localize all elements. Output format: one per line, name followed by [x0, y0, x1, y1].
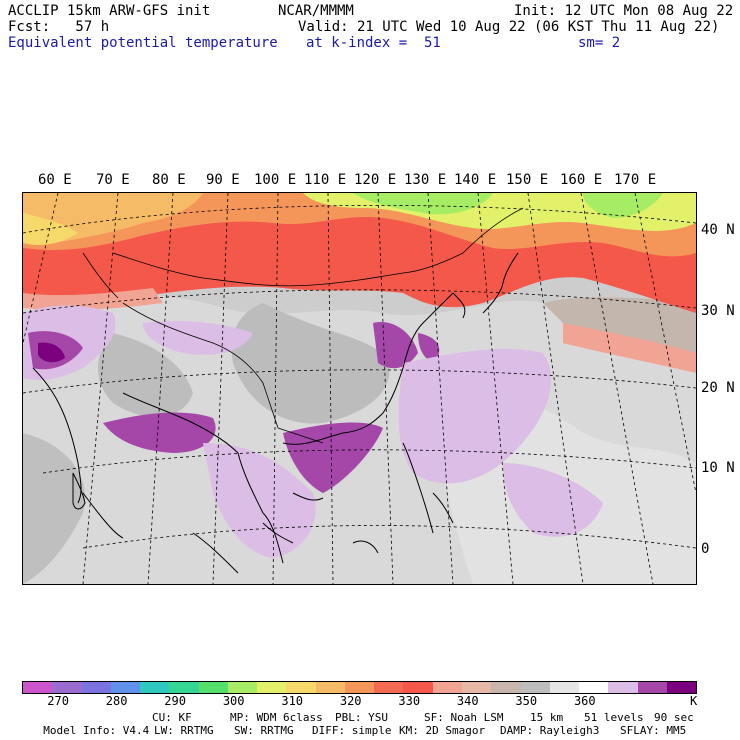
- colorbar-swatch: [140, 682, 170, 693]
- colorbar-swatch: [403, 682, 433, 693]
- colorbar-tick-label: 310: [281, 694, 304, 708]
- level-label: at k-index = 51: [306, 35, 441, 51]
- forecast-hour: Fcst: 57 h: [8, 19, 110, 35]
- model-info-line1: Model Info: V4.4: [30, 711, 149, 737]
- colorbar-swatch: [549, 682, 580, 693]
- longwave-scheme: LW: RRTMG: [154, 724, 214, 737]
- lon-label-140e: 140 E: [454, 172, 497, 188]
- colorbar-swatch: [110, 682, 141, 693]
- model-version: Model Info: V4.4: [43, 724, 150, 737]
- lon-label-90e: 90 E: [206, 172, 240, 188]
- lon-label-130e: 130 E: [404, 172, 447, 188]
- org-label: NCAR/MMMM: [278, 3, 354, 19]
- shortwave-scheme: SW: RRTMG: [234, 724, 294, 737]
- lon-label-160e: 160 E: [560, 172, 603, 188]
- microphysics-scheme: MP: WDM 6class: [230, 711, 323, 724]
- theta-e-map: [23, 193, 696, 584]
- colorbar-unit: K: [690, 694, 698, 708]
- colorbar-swatch: [198, 682, 228, 693]
- colorbar-tick-label: 270: [47, 694, 69, 708]
- colorbar-swatch: [637, 682, 667, 693]
- colorbar-swatch: [315, 682, 345, 693]
- lon-label-60e: 60 E: [38, 172, 72, 188]
- colorbar-swatch: [23, 682, 53, 693]
- colorbar-swatch: [52, 682, 82, 693]
- colorbar-tick-label: 340: [456, 694, 479, 708]
- damping-option: DAMP: Rayleigh3: [500, 724, 600, 737]
- smoothing-label: sm= 2: [578, 35, 621, 51]
- theta-e-warm-band: [23, 193, 696, 373]
- colorbar-swatch: [344, 682, 375, 693]
- colorbar-tick-label: 360: [573, 694, 596, 708]
- lat-label-0: 0: [701, 541, 710, 557]
- model-title: ACCLIP 15km ARW-GFS init: [8, 3, 211, 19]
- colorbar-swatch: [81, 682, 111, 693]
- graticule: [23, 193, 696, 584]
- colorbar-swatch: [257, 682, 287, 693]
- coastlines: [32, 252, 519, 574]
- lat-label-40n: 40 N: [701, 222, 735, 238]
- lon-label-110e: 110 E: [304, 172, 347, 188]
- surface-scheme: SF: Noah LSM: [424, 711, 504, 724]
- lon-label-100e: 100 E: [254, 172, 297, 188]
- lon-label-120e: 120 E: [354, 172, 397, 188]
- colorbar-swatch: [520, 682, 550, 693]
- surface-layer-scheme: SFLAY: MM5: [620, 724, 687, 737]
- colorbar-swatch: [608, 682, 638, 693]
- grid-spacing: 15 km: [530, 711, 564, 724]
- lon-label-170e: 170 E: [614, 172, 657, 188]
- lon-label-80e: 80 E: [152, 172, 186, 188]
- colorbar-tick-label: 330: [398, 694, 421, 708]
- colorbar-tick-label: 290: [164, 694, 186, 708]
- colorbar-swatch: [461, 682, 492, 693]
- vertical-levels: 51 levels: [584, 711, 644, 724]
- colorbar-swatch: [169, 682, 199, 693]
- lat-label-20n: 20 N: [701, 380, 735, 396]
- lat-label-10n: 10 N: [701, 460, 735, 476]
- theta-e-purple-areas: [23, 305, 603, 558]
- colorbar-tick-label: 320: [339, 694, 362, 708]
- cumulus-scheme: CU: KF: [152, 711, 192, 724]
- diffusion-scheme: DIFF: simple: [312, 724, 392, 737]
- lon-label-70e: 70 E: [96, 172, 130, 188]
- colorbar-tick-label: 280: [105, 694, 128, 708]
- init-time: Init: 12 UTC Mon 08 Aug 22: [514, 3, 734, 19]
- colorbar-swatch: [666, 682, 697, 693]
- pbl-scheme: PBL: YSU: [335, 711, 388, 724]
- colorbar-swatch: [491, 682, 521, 693]
- colorbar-swatch: [286, 682, 316, 693]
- colorbar-swatch: [374, 682, 404, 693]
- colorbar-tick-label: 350: [515, 694, 538, 708]
- lon-label-150e: 150 E: [506, 172, 549, 188]
- time-step: 90 sec: [654, 711, 694, 724]
- valid-time: Valid: 21 UTC Wed 10 Aug 22 (06 KST Thu …: [298, 19, 720, 35]
- colorbar-tick-label: 300: [222, 694, 245, 708]
- map-panel: [22, 192, 697, 585]
- colorbar-swatch: [579, 682, 609, 693]
- colorbar-swatch: [432, 682, 462, 693]
- km-option: KM: 2D Smagor: [399, 724, 486, 737]
- field-name: Equivalent potential temperature: [8, 35, 278, 51]
- colorbar-swatch: [227, 682, 258, 693]
- country-borders: [82, 207, 524, 444]
- lat-label-30n: 30 N: [701, 303, 735, 319]
- colorbar: [22, 681, 697, 694]
